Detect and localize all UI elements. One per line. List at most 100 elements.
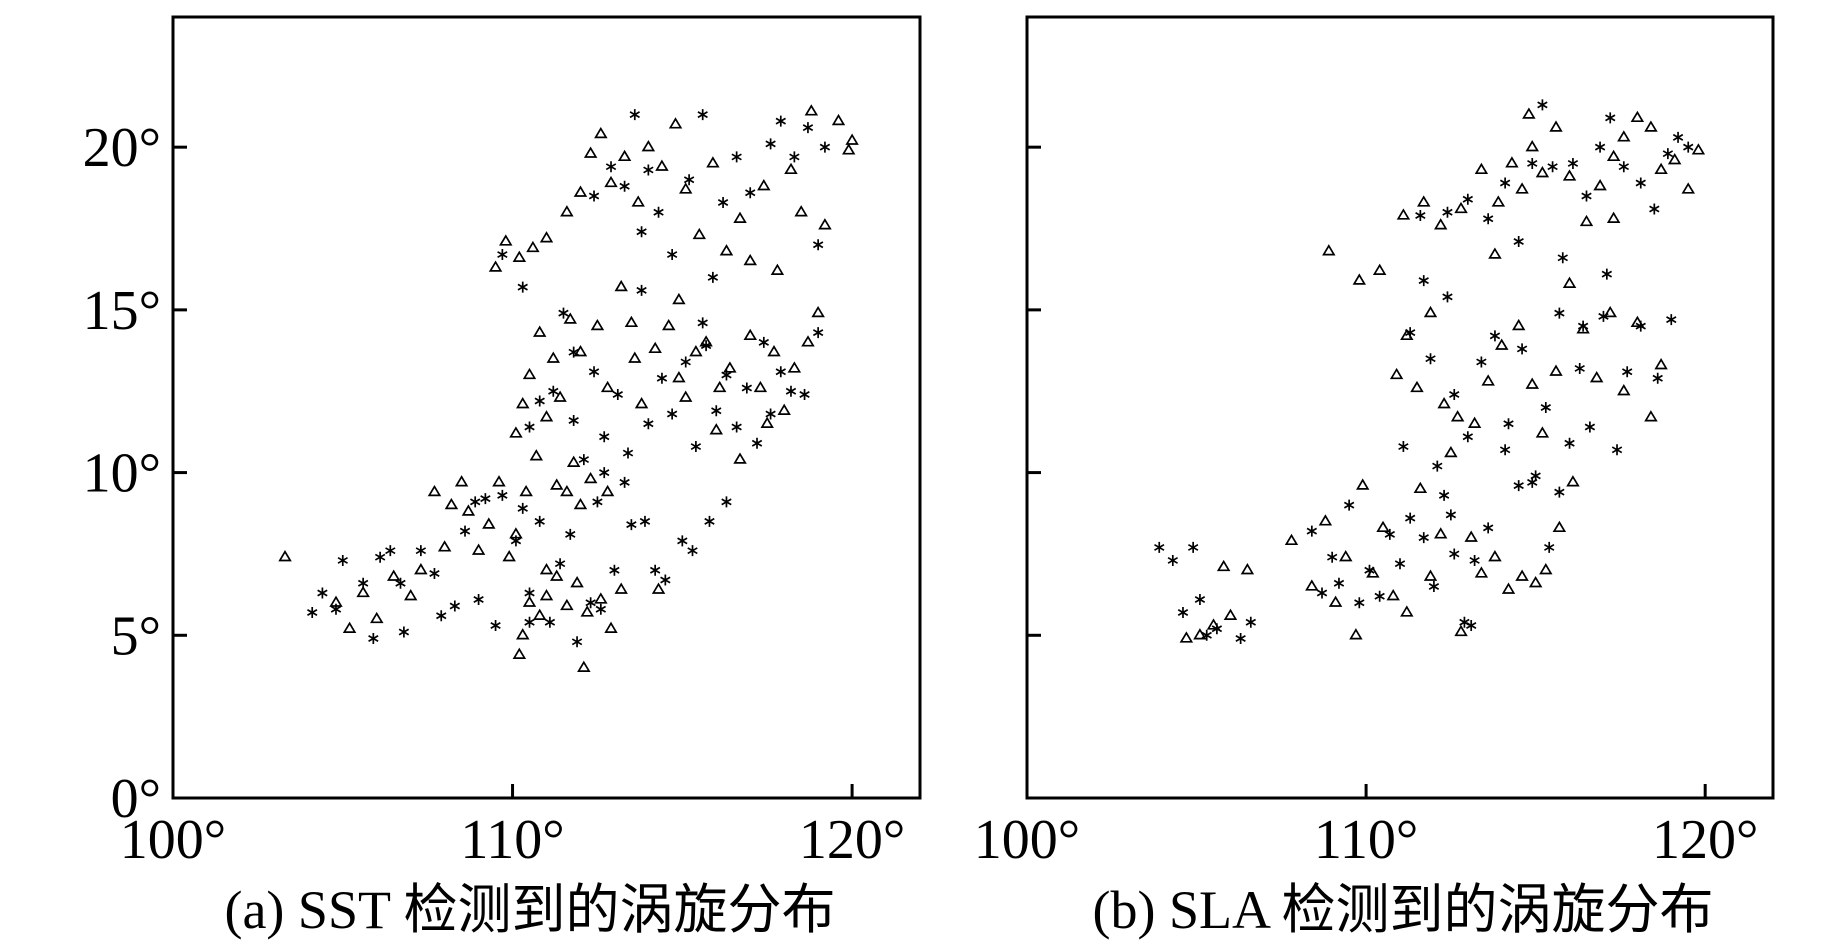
x-tick-label-sla-110: 110° [1314,809,1418,871]
triangle-point-sst-12 [461,504,476,516]
asterisk-point-sla-73 [1672,131,1684,143]
triangle-point-sst-34 [550,478,564,490]
asterisk-point-sla-50 [1611,444,1623,456]
asterisk-point-sst-69 [588,190,600,202]
triangle-point-sst-65 [777,403,791,415]
asterisk-point-sla-53 [1652,372,1663,384]
asterisk-point-sst-18 [497,489,508,501]
asterisk-point-sst-27 [585,597,596,609]
y-tick-label-sst-20: 20° [83,117,161,179]
asterisk-point-sst-51 [643,418,654,430]
triangle-point-sla-9 [1328,595,1343,607]
triangle-point-sst-14 [482,517,496,529]
triangle-point-sst-37 [573,497,588,510]
triangle-point-sst-4 [370,611,384,624]
triangle-point-sla-78 [1488,247,1502,259]
triangle-point-sla-36 [1410,380,1424,393]
asterisk-point-sst-64 [785,385,797,397]
triangle-point-sst-62 [743,328,758,341]
asterisk-point-sst-6 [374,551,386,563]
x-tick-label-sla-120: 120° [1652,809,1758,871]
triangle-point-sla-26 [1515,569,1529,581]
triangle-point-sst-77 [594,126,608,139]
triangle-point-sst-56 [679,390,693,402]
asterisk-point-sst-10 [415,545,427,557]
asterisk-point-sst-3 [337,554,348,566]
triangle-point-sla-39 [1450,410,1465,422]
asterisk-point-sst-58 [721,369,732,381]
tick-labels-sst: 0° 5° 10° 15° 20° 100° 110° 120° [83,117,906,871]
triangle-point-sst-27 [580,605,595,617]
triangle-point-sst-9 [437,540,452,552]
triangle-point-sla-40 [1467,416,1482,428]
asterisk-point-sla-75 [1577,320,1589,332]
asterisk-point-sla-36 [1442,291,1453,303]
asterisk-point-sst-44 [568,415,579,427]
axis-ticks-sla [1027,145,1707,798]
asterisk-point-sla-12 [1333,577,1345,589]
triangle-point-sst-48 [590,318,605,331]
triangle-point-sst-101 [709,423,723,435]
triangle-point-sst-54 [662,318,676,331]
triangle-point-sla-4 [1223,608,1238,620]
triangle-point-sst-55 [672,292,686,305]
asterisk-point-sst-32 [626,519,637,531]
asterisk-point-sst-62 [765,408,776,420]
triangle-point-sla-33 [1372,263,1387,275]
asterisk-point-sla-57 [1462,193,1474,205]
asterisk-point-sst-26 [571,636,583,648]
asterisk-point-sla-13 [1343,499,1355,511]
asterisk-point-sst-5 [368,633,379,645]
asterisk-point-sla-11 [1326,551,1338,563]
asterisk-point-sla-43 [1527,476,1538,488]
triangle-point-sla-19 [1434,527,1448,539]
asterisk-point-sst-15 [470,496,481,508]
asterisk-point-sla-17 [1384,528,1396,540]
asterisk-point-sst-61 [751,437,763,449]
triangle-point-sst-47 [573,345,588,357]
asterisk-point-sst-73 [636,226,647,238]
y-tick-label-sst-5: 5° [111,605,161,667]
triangle-point-sst-28 [594,592,608,604]
tick-labels-sla: 100° 110° 120° [974,809,1759,871]
triangle-point-sla-32 [1352,273,1366,285]
triangle-point-sst-89 [743,253,758,266]
triangle-point-sla-63 [1525,140,1540,152]
triangle-point-sla-7 [1305,579,1319,591]
triangle-point-sst-15 [492,475,506,487]
asterisk-point-sst-68 [497,249,508,261]
triangle-point-sla-74 [1667,153,1682,165]
asterisk-point-sst-80 [717,196,729,208]
asterisk-point-sla-4 [1194,593,1206,605]
asterisk-point-sst-87 [812,239,824,251]
triangle-point-sst-60 [723,361,737,373]
asterisk-point-sst-92 [595,603,607,615]
triangle-point-sst-64 [767,345,781,357]
triangle-point-sst-41 [516,397,530,409]
triangle-point-sla-15 [1386,589,1400,601]
triangle-point-sla-29 [1552,520,1567,533]
asterisk-point-sst-29 [599,467,610,479]
triangle-point-sst-3 [356,585,370,598]
triangle-point-sst-16 [502,550,516,562]
triangle-point-sst-88 [733,211,747,223]
asterisk-point-sla-46 [1564,437,1575,449]
asterisk-point-sst-7 [385,545,396,557]
asterisk-point-sla-32 [1404,327,1416,339]
triangle-point-sla-14 [1376,520,1390,533]
asterisk-point-sla-27 [1499,444,1511,456]
asterisk-point-sla-67 [1594,141,1606,153]
asterisk-point-sla-47 [1574,362,1585,374]
triangle-point-sst-50 [614,279,628,292]
asterisk-point-sst-63 [775,366,786,378]
asterisk-point-sla-30 [1544,541,1555,553]
triangle-point-sst-8 [427,484,442,497]
asterisk-point-sla-61 [1527,157,1538,169]
triangle-point-sst-32 [529,449,543,461]
asterisk-point-sla-68 [1605,112,1616,124]
y-tick-label-sst-10: 10° [83,443,161,505]
triangle-point-sla-12 [1356,478,1370,490]
triangle-point-sla-53 [1644,410,1658,422]
asterisk-point-sla-28 [1513,480,1524,492]
triangle-point-sst-93 [794,205,808,217]
